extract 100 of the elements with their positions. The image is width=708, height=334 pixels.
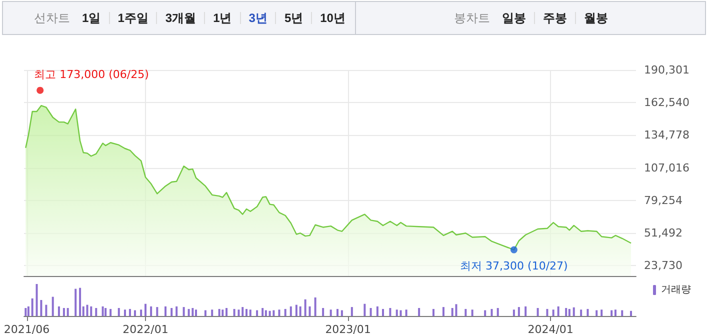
y-tick-label: 23,730 [644,259,682,272]
legend-label: 거래량 [661,284,691,296]
bar [222,310,224,316]
bar [552,310,554,316]
x-tick-label: 2021/06 [4,323,50,334]
bar [134,310,136,316]
bar [596,310,598,316]
bar [58,306,60,316]
bar [418,308,420,316]
x-tick-label: 2022/01 [122,323,168,334]
bar [400,310,402,316]
y-tick-label: 134,778 [644,128,690,142]
bar [150,306,152,316]
bar [336,308,338,316]
bar [496,308,499,316]
bar [74,288,77,316]
y-tick-label: 79,254 [644,194,682,207]
bar [268,310,271,316]
y-tick-label: 107,016 [644,161,690,174]
bar [238,310,240,316]
bar [66,308,69,316]
text: 5년 [275,11,312,25]
bar [256,310,258,316]
bar [36,284,38,316]
data-label: 최고 173,000 (06/25) [34,68,149,81]
bar [278,310,280,316]
bar [233,308,236,316]
bar [568,308,570,316]
y-tick-label: 162,540 [644,96,690,110]
bar [245,308,248,316]
bar [264,310,267,316]
bar [192,308,194,316]
bar [376,306,378,316]
text: 주봉 [534,11,575,25]
bar [140,310,142,316]
bar [195,310,198,316]
bar [322,308,324,316]
bar [536,308,539,316]
bar [557,306,560,316]
bar [242,307,244,316]
bar [572,307,575,316]
bar [156,307,158,316]
bar [621,310,624,316]
text: 선차트 [34,10,70,26]
bar [211,310,214,316]
text: 1일 [82,11,102,25]
bar [79,288,82,316]
bar [442,307,444,316]
bar [170,308,173,316]
bar [451,308,454,316]
bar [314,297,316,316]
text: 일봉 [502,11,527,25]
bar [490,308,493,316]
bar [144,304,147,316]
bar [455,304,458,316]
bar [546,308,548,316]
bar [586,308,589,316]
bar [600,310,603,316]
bar [40,300,42,316]
text: 3개월 [156,11,204,25]
bar [188,308,190,316]
bar [284,308,286,316]
bar [272,310,275,316]
bar [364,304,366,316]
bar [62,308,65,316]
bar [396,310,398,316]
bar [290,306,292,316]
bar [31,298,34,316]
text: 1주일 [108,11,156,25]
bar [432,308,434,316]
bar [118,308,120,316]
bar [164,306,166,316]
bar [218,308,220,316]
data-label: 최저 37,300 (10/27) [460,259,568,272]
bar [304,299,306,316]
text: 월봉 [575,11,616,25]
bar [308,306,311,316]
bar [350,307,353,316]
bar [226,308,228,316]
bar [124,310,126,316]
bar [464,308,467,316]
bar [580,310,582,316]
bar [614,310,616,316]
bar [295,304,298,316]
bar [128,308,131,316]
y-tick-label: 190,301 [644,64,690,76]
bar [204,310,206,316]
bar [518,307,520,316]
bar [52,296,54,316]
bar [86,304,88,316]
bar [484,310,486,316]
x-tick-label: 2023/01 [325,323,371,334]
y-tick-label: 51,492 [644,226,682,240]
bar [299,306,302,316]
bar [27,306,30,316]
bar [95,308,98,316]
bar [102,306,104,316]
bar [45,304,48,316]
bar [262,308,264,316]
bar [24,308,27,316]
